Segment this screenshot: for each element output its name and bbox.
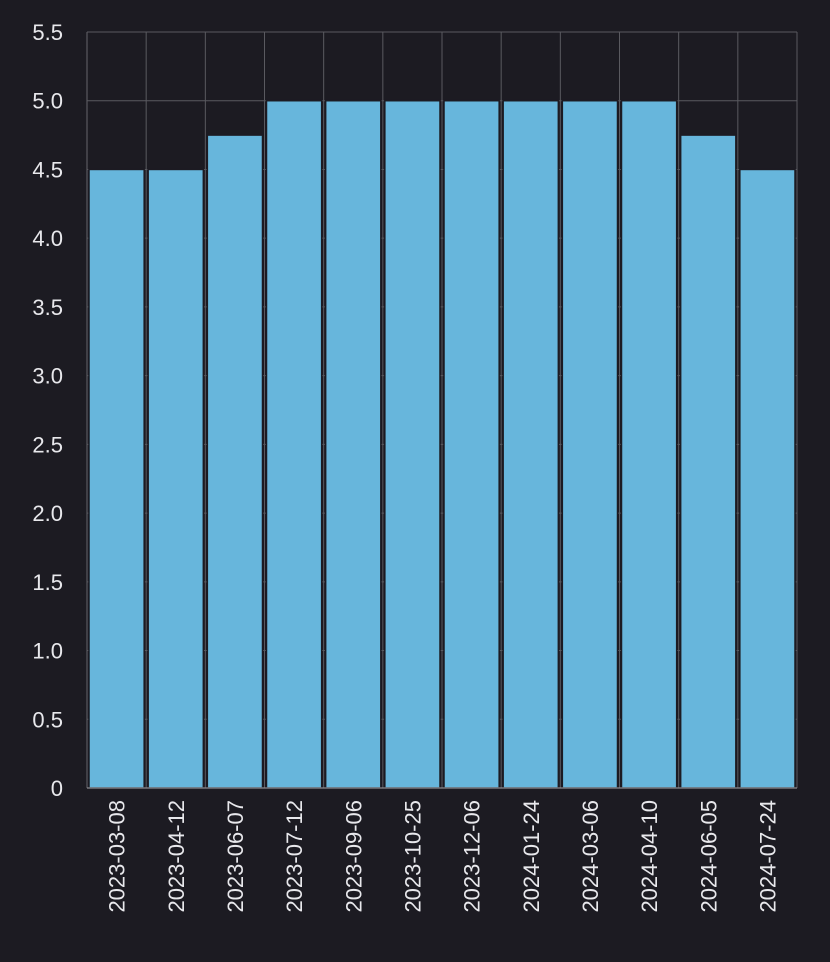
bar-2024-07-24 — [739, 168, 796, 789]
x-tick-label: 2023-09-06 — [341, 800, 366, 913]
x-tick-label: 2023-07-12 — [282, 800, 307, 913]
bar-2024-01-24 — [502, 99, 560, 789]
axes — [86, 32, 797, 789]
bar-2024-04-10 — [620, 99, 678, 789]
y-tick-labels: 0 0.5 1.0 1.5 2.0 2.5 3.0 3.5 4.0 4.5 5.0 5.5 — [32, 20, 63, 801]
y-tick-label: 5.0 — [32, 89, 63, 114]
x-tick-label: 2024-04-10 — [637, 800, 662, 913]
bar-2023-07-12 — [265, 99, 323, 789]
bar-2023-04-12 — [147, 168, 205, 789]
y-tick-label: 4.0 — [32, 226, 63, 251]
y-tick-label: 1.0 — [32, 639, 63, 664]
y-tick-label: 4.5 — [32, 157, 63, 182]
bar-2024-06-05 — [679, 134, 737, 789]
x-tick-label: 2024-07-24 — [755, 800, 780, 913]
x-tick-label: 2023-03-08 — [105, 800, 130, 913]
y-tick-label: 3.0 — [32, 364, 63, 389]
y-tick-label: 2.5 — [32, 432, 63, 457]
x-tick-label: 2024-06-05 — [696, 800, 721, 913]
y-tick-label: 0 — [51, 776, 63, 801]
x-tick-label: 2023-12-06 — [460, 800, 485, 913]
y-tick-label: 1.5 — [32, 570, 63, 595]
bars — [88, 99, 796, 789]
y-tick-label: 3.5 — [32, 295, 63, 320]
bar-2023-10-25 — [384, 99, 441, 789]
y-tick-label: 2.0 — [32, 501, 63, 526]
x-tick-label: 2023-06-07 — [223, 800, 248, 913]
bar-2024-03-06 — [561, 99, 619, 789]
x-tick-label: 2023-04-12 — [164, 800, 189, 913]
x-tick-label: 2024-03-06 — [578, 800, 603, 913]
y-tick-label: 0.5 — [32, 707, 63, 732]
bar-2023-09-06 — [324, 99, 382, 789]
y-tick-label: 5.5 — [32, 20, 63, 45]
x-tick-label: 2024-01-24 — [519, 800, 544, 913]
bar-2023-06-07 — [206, 134, 264, 789]
x-tick-labels: 2023-03-08 2023-04-12 2023-06-07 2023-07-12… — [105, 800, 781, 913]
bar-2023-12-06 — [443, 99, 500, 789]
bar-2023-03-08 — [88, 168, 145, 789]
x-tick-label: 2023-10-25 — [400, 800, 425, 913]
